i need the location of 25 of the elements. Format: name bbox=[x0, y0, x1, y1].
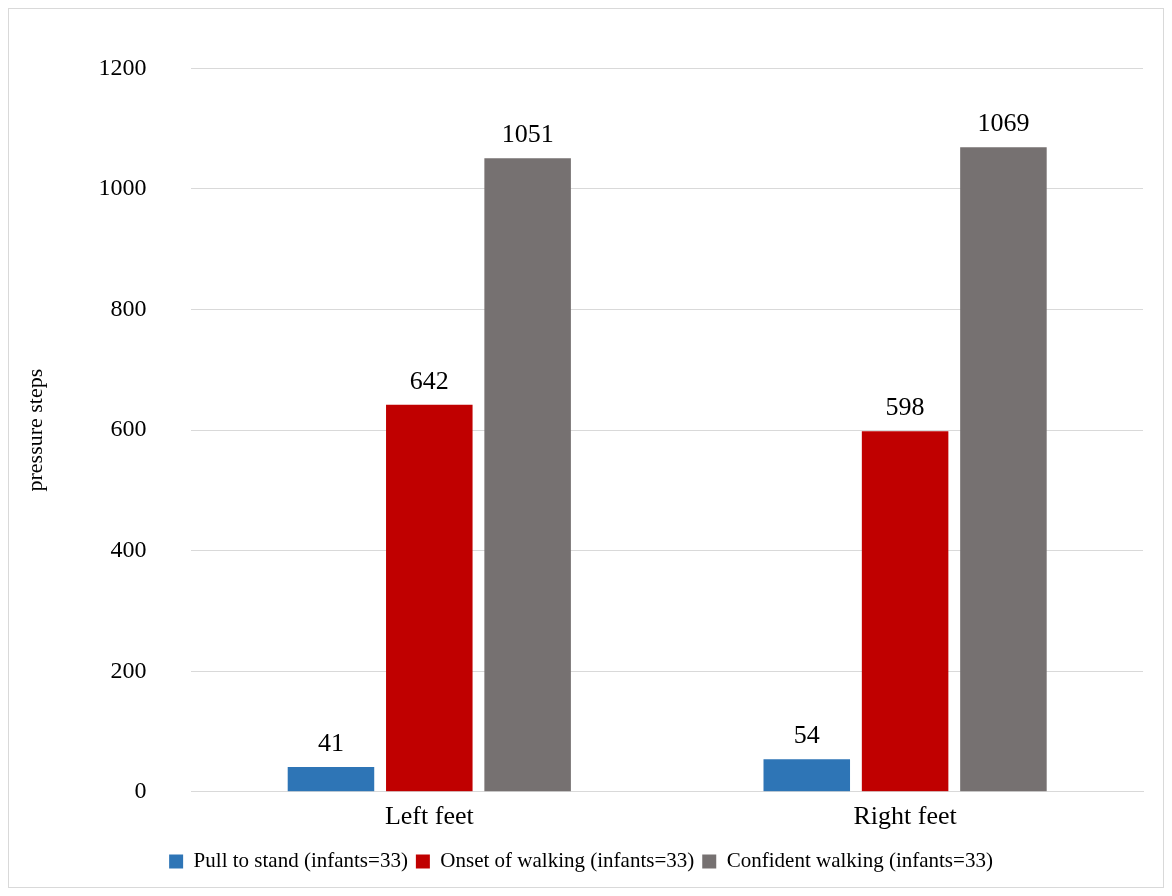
bar bbox=[386, 404, 473, 792]
y-axis-title: pressure steps bbox=[21, 368, 47, 492]
x-tick-label: Right feet bbox=[853, 801, 958, 831]
data-label: 598 bbox=[885, 392, 925, 422]
y-tick-label: 800 bbox=[110, 294, 147, 321]
y-tick-label: 400 bbox=[110, 535, 147, 562]
bar bbox=[960, 147, 1047, 792]
bar bbox=[287, 767, 375, 792]
data-label: 54 bbox=[793, 720, 820, 750]
y-tick-label: 200 bbox=[110, 656, 147, 683]
x-tick-label: Left feet bbox=[384, 801, 475, 831]
data-label: 642 bbox=[409, 365, 449, 395]
y-tick-label: 1000 bbox=[98, 174, 147, 201]
legend-label: Confident walking (infants=33) bbox=[726, 848, 993, 873]
data-label: 1069 bbox=[977, 108, 1030, 138]
data-label: 41 bbox=[317, 727, 344, 757]
data-label: 1051 bbox=[501, 119, 554, 149]
legend-label: Onset of walking (infants=33) bbox=[440, 848, 695, 873]
legend-label: Pull to stand (infants=33) bbox=[193, 848, 408, 873]
bar bbox=[763, 759, 851, 792]
y-tick-label: 1200 bbox=[98, 53, 147, 80]
bar bbox=[484, 158, 571, 792]
y-tick-label: 600 bbox=[110, 415, 147, 442]
bar bbox=[861, 431, 949, 792]
y-tick-label: 0 bbox=[134, 777, 147, 804]
